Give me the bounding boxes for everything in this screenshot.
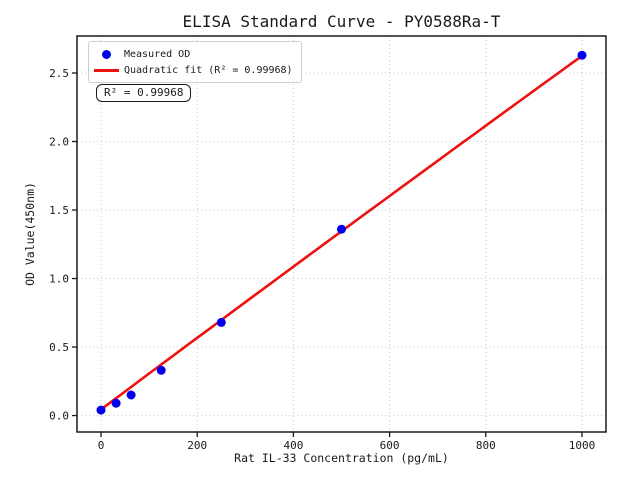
chart-title: ELISA Standard Curve - PY0588Ra-T xyxy=(182,12,501,31)
legend-marker-cell xyxy=(93,49,119,59)
data-point xyxy=(126,390,136,400)
y-tick-label: 1.0 xyxy=(49,273,69,286)
data-point xyxy=(156,365,166,375)
x-axis-label: Rat IL-33 Concentration (pg/mL) xyxy=(234,451,449,465)
y-tick-label: 0.5 xyxy=(49,341,69,354)
data-point xyxy=(577,50,587,60)
x-tick-label: 0 xyxy=(98,439,105,452)
x-tick-label: 200 xyxy=(187,439,207,452)
fit-line-icon xyxy=(93,68,119,72)
axes-frame xyxy=(76,35,607,433)
data-point xyxy=(337,224,346,234)
y-axis-label: OD Value(450nm) xyxy=(23,182,37,286)
r-squared-annotation: R² = 0.99968 xyxy=(96,84,192,102)
legend-label-measured-od: Measured OD xyxy=(124,48,191,60)
data-point xyxy=(96,405,106,415)
x-tick-label: 800 xyxy=(476,439,496,452)
y-tick-label: 1.5 xyxy=(49,204,69,217)
y-tick-label: 0.0 xyxy=(49,410,69,423)
scatter-dot-icon xyxy=(101,49,111,59)
legend-label-quadratic-fit: Quadratic fit (R² = 0.99968) xyxy=(124,64,293,76)
data-point xyxy=(111,398,121,408)
legend-marker-cell xyxy=(93,68,119,72)
legend-item-measured-od: Measured OD xyxy=(93,46,293,62)
legend: Measured OD Quadratic fit (R² = 0.99968) xyxy=(88,41,302,83)
y-tick-label: 2.0 xyxy=(49,136,69,149)
x-tick-label: 600 xyxy=(380,439,400,452)
y-tick-label: 2.5 xyxy=(49,67,69,80)
x-tick-label: 400 xyxy=(283,439,303,452)
legend-item-quadratic-fit: Quadratic fit (R² = 0.99968) xyxy=(93,62,293,78)
data-point xyxy=(216,317,226,327)
x-tick-label: 1000 xyxy=(569,439,596,452)
